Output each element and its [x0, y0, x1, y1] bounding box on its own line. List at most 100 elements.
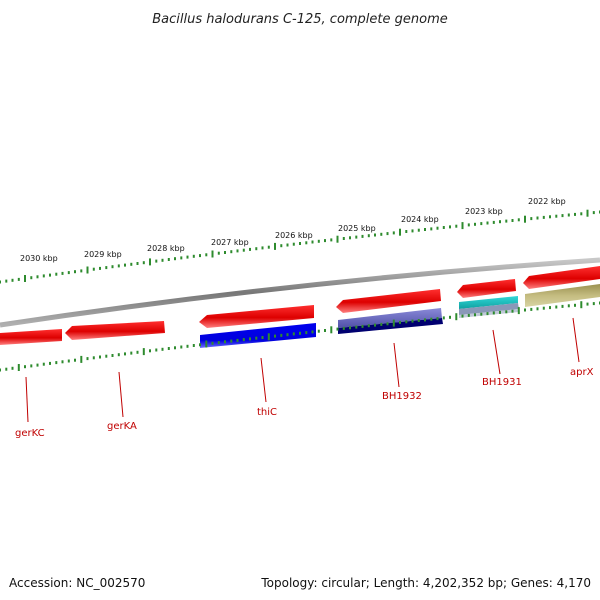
- inner-minor-tick: [255, 336, 258, 340]
- scale-minor-tick: [299, 242, 301, 245]
- gene-thiC[interactable]: [200, 323, 316, 348]
- label-thiC[interactable]: thiC: [257, 407, 277, 418]
- scale-minor-tick: [311, 240, 314, 244]
- inner-ticks: [0, 301, 600, 372]
- inner-minor-tick: [299, 331, 301, 335]
- label-BH1932[interactable]: BH1932: [382, 391, 422, 402]
- scale-major-tick: [274, 242, 276, 250]
- gene-BH1932-a[interactable]: [338, 308, 442, 328]
- scale-minor-tick: [317, 239, 320, 243]
- scale-minor-tick: [280, 244, 283, 248]
- inner-minor-tick: [0, 368, 1, 372]
- scale-minor-tick: [305, 241, 308, 245]
- scale-label-2025: 2025 kbp: [338, 224, 376, 233]
- scale-minor-tick: [0, 280, 1, 284]
- inner-minor-tick: [355, 325, 358, 329]
- scale-minor-tick: [255, 247, 258, 251]
- scale-minor-tick: [186, 255, 189, 259]
- inner-minor-tick: [467, 313, 470, 317]
- inner-minor-tick: [574, 303, 576, 307]
- inner-minor-tick: [505, 310, 508, 314]
- inner-minor-tick: [592, 302, 595, 306]
- scale-minor-tick: [230, 250, 233, 254]
- inner-minor-tick: [261, 336, 264, 339]
- inner-minor-tick: [174, 346, 176, 350]
- scale-minor-tick: [486, 221, 489, 225]
- gene-thiC-upper[interactable]: [199, 305, 314, 328]
- inner-minor-tick: [280, 333, 283, 337]
- scale-minor-tick: [442, 226, 445, 229]
- inner-minor-tick: [242, 338, 245, 342]
- scale-minor-tick: [267, 245, 270, 249]
- gene-gerKC[interactable]: [0, 329, 62, 345]
- gene-BH1931-a[interactable]: [459, 296, 518, 309]
- scale-minor-tick: [74, 270, 76, 274]
- scale-minor-tick: [261, 246, 264, 250]
- inner-minor-tick: [230, 339, 233, 343]
- gene-BH1932-upper[interactable]: [336, 289, 441, 313]
- inner-minor-tick: [524, 308, 526, 312]
- scale-major-tick: [336, 235, 339, 243]
- scale-minor-tick: [542, 215, 545, 219]
- inner-minor-tick: [292, 332, 295, 336]
- inner-minor-tick: [349, 326, 351, 330]
- scale-label-2026: 2026 kbp: [275, 231, 313, 240]
- inner-major-tick: [142, 348, 145, 356]
- label-gerKC[interactable]: gerKC: [15, 428, 45, 439]
- scale-minor-tick: [499, 220, 501, 224]
- scale-minor-tick: [386, 232, 389, 236]
- inner-minor-tick: [430, 317, 433, 321]
- inner-minor-tick: [30, 364, 33, 368]
- scale-label-2028: 2028 kbp: [147, 244, 185, 253]
- inner-minor-tick: [405, 320, 408, 324]
- gene-aprX[interactable]: [525, 284, 600, 307]
- inner-major-tick: [580, 301, 583, 309]
- inner-minor-tick: [186, 344, 189, 348]
- label-gerKA[interactable]: gerKA: [107, 421, 137, 432]
- scale-minor-tick: [217, 251, 220, 255]
- inner-minor-tick: [549, 306, 551, 310]
- label-aprX[interactable]: aprX: [570, 367, 594, 378]
- scale-minor-tick: [417, 228, 420, 232]
- scale-minor-tick: [467, 223, 470, 227]
- inner-minor-tick: [105, 354, 108, 358]
- gene-BH1932-b[interactable]: [338, 318, 443, 334]
- scale-major-tick: [524, 215, 526, 223]
- inner-minor-tick: [236, 338, 239, 342]
- scale-minor-tick: [380, 232, 383, 236]
- inner-major-tick: [392, 319, 395, 327]
- scale-minor-tick: [549, 215, 551, 219]
- scale-minor-tick: [5, 279, 8, 283]
- inner-major-tick: [80, 355, 83, 363]
- scale-minor-tick: [592, 211, 595, 215]
- inner-minor-tick: [399, 320, 401, 324]
- inner-minor-tick: [411, 319, 414, 323]
- scale-minor-tick: [236, 249, 239, 253]
- gene-aprX-upper[interactable]: [523, 266, 600, 289]
- inner-minor-tick: [55, 361, 58, 365]
- leader-BH1931: [492, 329, 501, 375]
- inner-minor-tick: [324, 329, 326, 332]
- scale-minor-tick: [55, 272, 58, 276]
- inner-minor-tick: [24, 365, 26, 369]
- gene-gerKA[interactable]: [65, 321, 165, 340]
- inner-minor-tick: [211, 341, 214, 345]
- scale-major-tick: [149, 258, 151, 266]
- inner-minor-tick: [499, 310, 501, 314]
- inner-minor-tick: [192, 344, 195, 347]
- scale-minor-tick: [142, 261, 145, 265]
- forward-genes: [0, 266, 600, 345]
- scale-minor-tick: [430, 227, 433, 231]
- gene-BH1931-upper[interactable]: [457, 279, 516, 298]
- inner-minor-tick: [461, 314, 464, 318]
- label-BH1931[interactable]: BH1931: [482, 377, 522, 388]
- gene-BH1931-b[interactable]: [459, 303, 519, 315]
- scale-minor-tick: [411, 229, 414, 233]
- inner-minor-tick: [342, 326, 345, 330]
- inner-minor-tick: [136, 350, 139, 354]
- inner-minor-tick: [86, 357, 89, 361]
- scale-minor-tick: [567, 213, 570, 217]
- inner-major-tick: [205, 340, 208, 348]
- inner-minor-tick: [305, 331, 308, 335]
- inner-major-tick: [330, 326, 333, 334]
